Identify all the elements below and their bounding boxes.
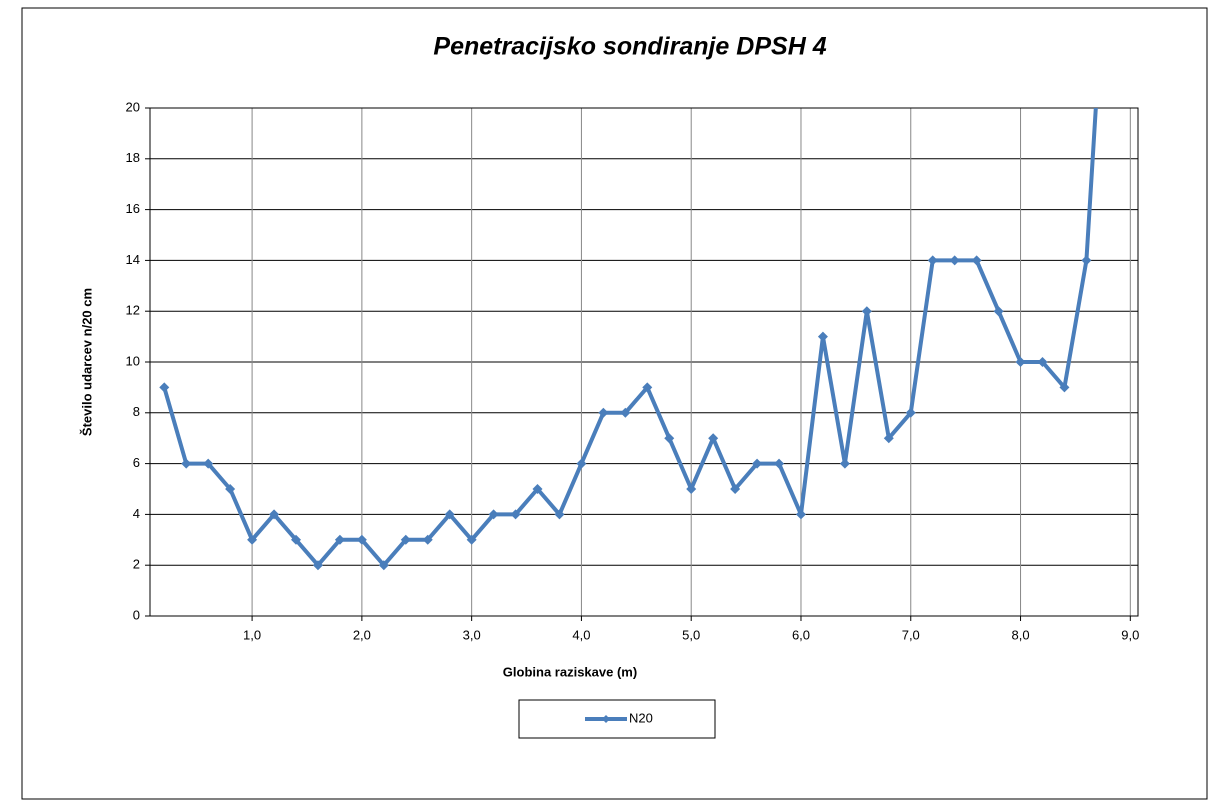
data-point	[795, 509, 806, 520]
data-point	[159, 382, 170, 393]
data-point	[247, 534, 258, 545]
x-tick-label: 3,0	[463, 627, 481, 642]
data-point	[752, 458, 763, 469]
data-point	[620, 407, 631, 418]
data-point	[334, 534, 345, 545]
data-point	[554, 509, 565, 520]
legend-label: N20	[629, 710, 653, 725]
data-point	[883, 433, 894, 444]
x-tick-label: 1,0	[243, 627, 261, 642]
data-point	[576, 458, 587, 469]
x-tick-label: 4,0	[572, 627, 590, 642]
data-point	[312, 560, 323, 571]
data-point	[510, 509, 521, 520]
data-point	[1037, 357, 1048, 367]
data-point	[861, 306, 872, 317]
y-tick-label: 8	[133, 404, 140, 419]
data-point	[1081, 255, 1092, 266]
data-point	[730, 484, 741, 494]
y-tick-label: 18	[126, 150, 140, 165]
data-point	[905, 407, 916, 418]
y-tick-label: 0	[133, 607, 140, 622]
data-point	[203, 458, 214, 469]
data-point	[642, 382, 653, 393]
data-point	[225, 484, 236, 494]
y-tick-label: 10	[126, 353, 140, 368]
data-point	[291, 534, 302, 545]
y-tick-label: 4	[133, 506, 140, 521]
plot-border	[149, 107, 1139, 617]
x-axis-label: Globina raziskave (m)	[503, 664, 637, 679]
data-point	[993, 306, 1004, 317]
data-point	[686, 484, 697, 494]
data-point	[949, 255, 960, 266]
data-point	[708, 433, 719, 444]
data-point	[356, 534, 367, 545]
y-tick-label: 12	[126, 303, 140, 318]
data-point	[444, 509, 455, 520]
legend-marker	[602, 715, 610, 723]
y-tick-label: 16	[126, 201, 140, 216]
x-tick-label: 8,0	[1011, 627, 1029, 642]
data-point	[971, 255, 982, 266]
data-point	[378, 560, 389, 571]
y-tick-label: 2	[133, 557, 140, 572]
chart-title: Penetracijsko sondiranje DPSH 4	[433, 33, 826, 61]
data-point	[1059, 382, 1070, 393]
y-tick-label: 6	[133, 455, 140, 470]
data-point	[181, 458, 192, 469]
data-point	[598, 407, 609, 418]
data-point	[488, 509, 499, 520]
y-axis-label: Število udarcev n/20 cm	[79, 288, 94, 436]
data-point	[466, 534, 477, 545]
data-point	[839, 458, 850, 469]
x-tick-label: 2,0	[353, 627, 371, 642]
data-point	[400, 534, 411, 545]
data-point	[1015, 357, 1026, 367]
data-point	[774, 458, 785, 469]
x-tick-label: 7,0	[902, 627, 920, 642]
data-point	[927, 255, 938, 266]
data-point	[664, 433, 675, 444]
data-point	[817, 331, 828, 342]
y-tick-label: 20	[126, 99, 140, 114]
y-tick-label: 14	[126, 252, 140, 267]
plot-layer	[159, 108, 1098, 571]
x-tick-label: 9,0	[1121, 627, 1139, 642]
x-tick-label: 5,0	[682, 627, 700, 642]
data-point	[532, 484, 543, 494]
x-tick-label: 6,0	[792, 627, 810, 642]
data-point	[422, 534, 433, 545]
data-point	[269, 509, 280, 520]
